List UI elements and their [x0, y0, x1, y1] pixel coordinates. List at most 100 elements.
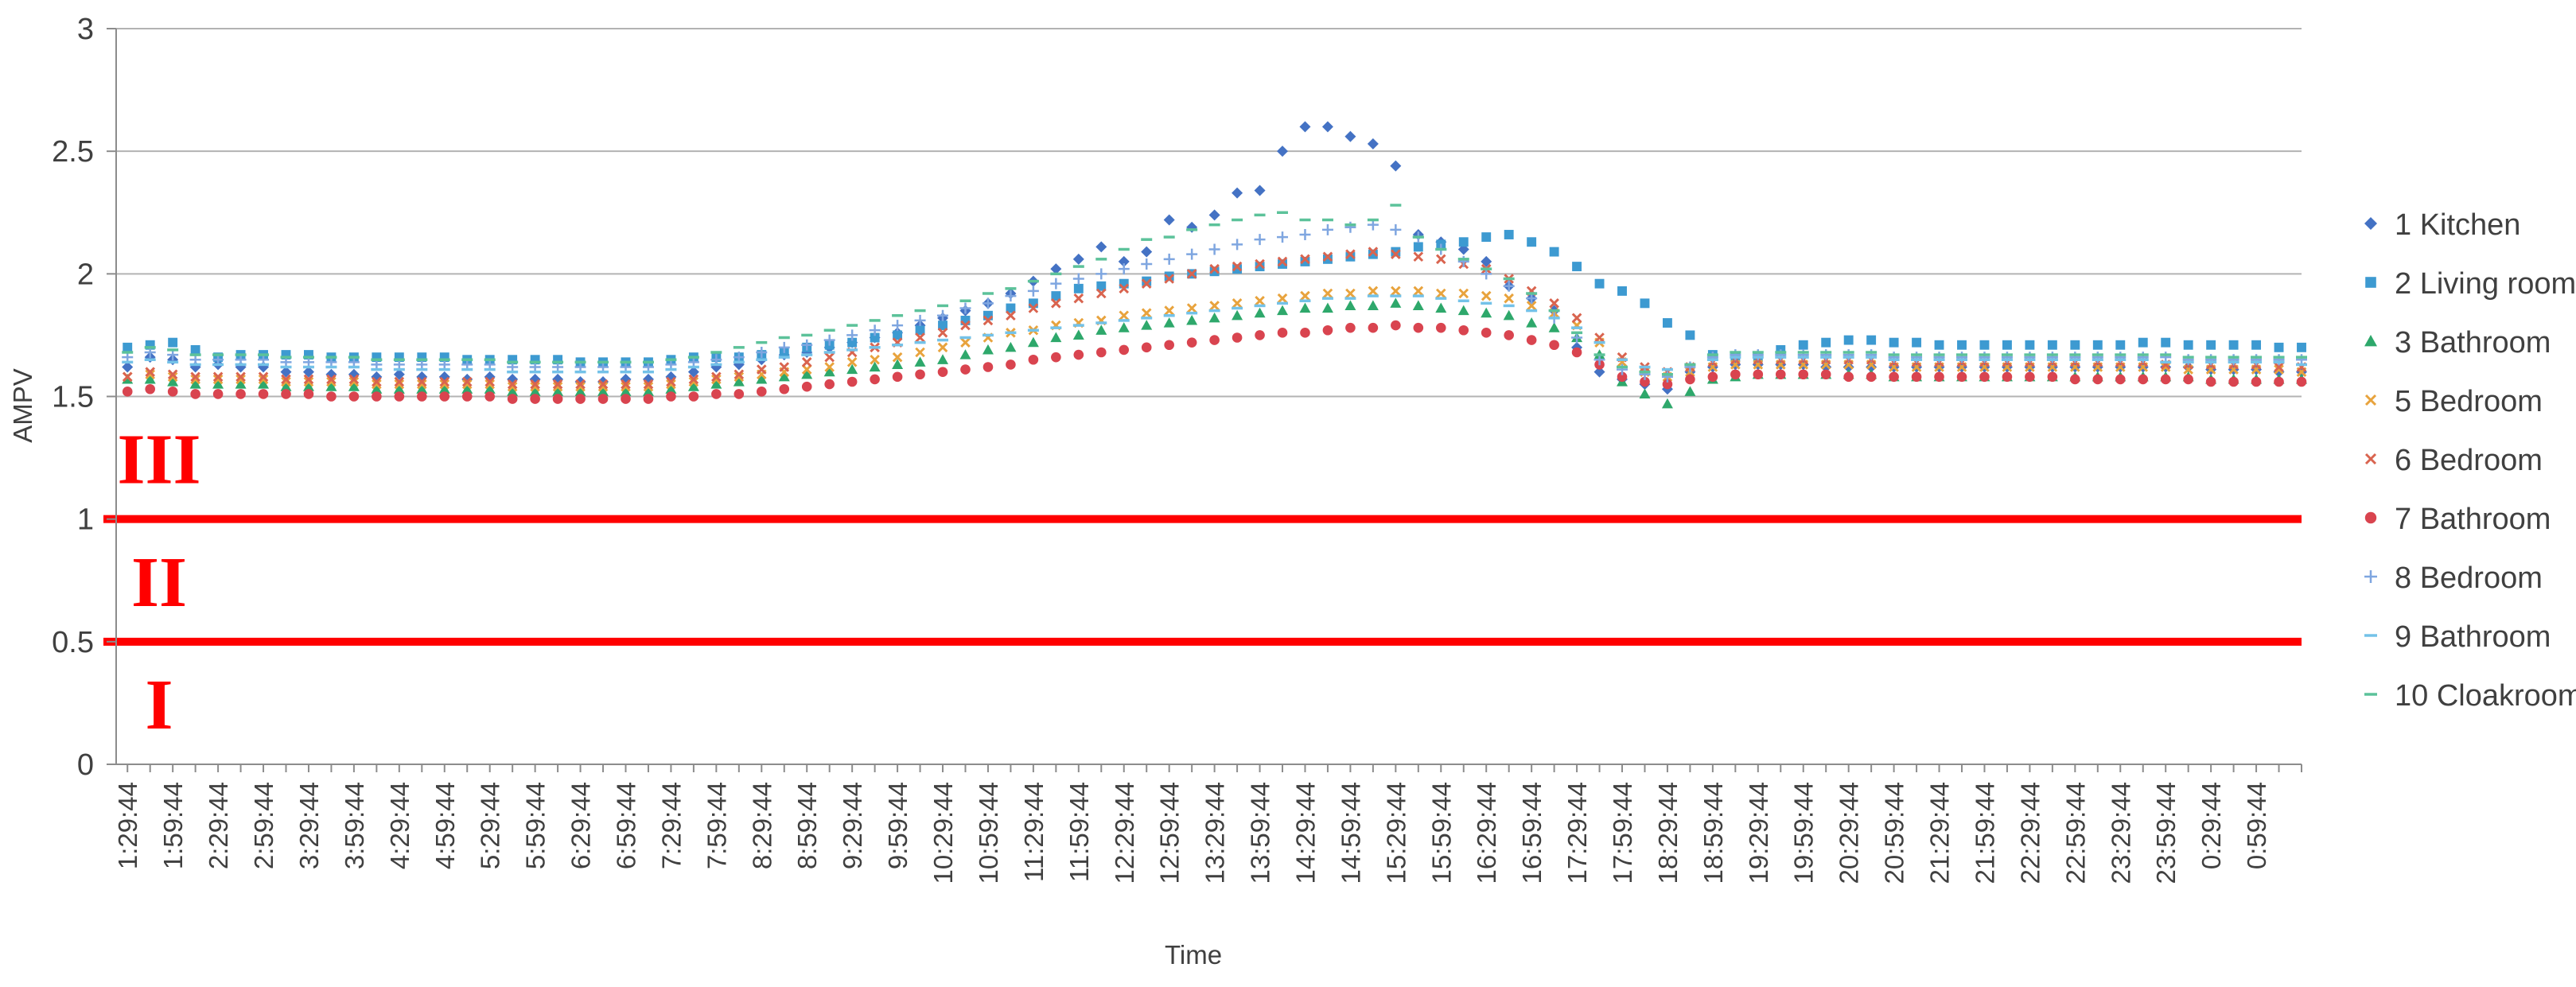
data-point	[710, 379, 722, 389]
legend-entry: 10 Cloakroom	[2364, 679, 2576, 713]
data-point	[1208, 312, 1220, 323]
x-tick-label: 18:59:44	[1699, 782, 1728, 884]
data-point	[688, 374, 699, 385]
data-point	[621, 381, 631, 392]
data-point	[1797, 349, 1809, 361]
data-point	[1504, 230, 1514, 239]
x-tick-label: 4:29:44	[385, 782, 414, 869]
data-point	[574, 386, 586, 396]
x-tick-label: 8:29:44	[747, 782, 776, 869]
legend-entry: 9 Bathroom	[2364, 620, 2551, 654]
data-point	[167, 369, 178, 380]
data-point	[801, 381, 812, 392]
data-point	[2115, 340, 2126, 350]
x-tick-label: 6:59:44	[611, 782, 640, 869]
data-point	[1391, 247, 1401, 257]
data-point	[1300, 254, 1310, 265]
data-point	[529, 386, 541, 396]
data-point	[1594, 332, 1605, 343]
x-tick-label: 9:59:44	[883, 782, 912, 869]
x-tick-label: 11:29:44	[1019, 782, 1049, 882]
data-point	[212, 371, 224, 383]
data-point	[1322, 288, 1333, 299]
y-tick-label: 1.5	[52, 381, 94, 414]
data-point	[1390, 160, 1402, 172]
data-point	[303, 376, 314, 387]
x-tick-label: 9:29:44	[838, 782, 867, 869]
x-tick-label: 2:59:44	[249, 782, 278, 869]
x-tick-label: 20:59:44	[1880, 782, 1909, 884]
legend-label: 3 Bathroom	[2395, 326, 2551, 359]
data-point	[1051, 291, 1061, 301]
data-point	[1457, 255, 1469, 267]
data-point	[1662, 379, 1673, 390]
data-point	[1005, 341, 1017, 352]
data-point	[937, 354, 949, 364]
data-point	[417, 352, 427, 363]
data-point	[552, 386, 564, 396]
data-point	[2092, 352, 2103, 363]
data-point	[1277, 231, 1289, 243]
data-point	[2115, 352, 2127, 363]
data-point	[1095, 288, 1107, 299]
x-tick-label: 2:29:44	[204, 782, 233, 869]
data-point	[1889, 371, 1899, 383]
data-point	[1368, 247, 1379, 257]
data-point	[597, 379, 609, 390]
data-point	[1413, 251, 1424, 262]
data-point	[1006, 310, 1016, 321]
data-point	[1232, 298, 1243, 309]
data-point	[1571, 313, 1582, 324]
data-point	[801, 364, 812, 375]
data-point	[1232, 261, 1243, 272]
data-point	[212, 379, 224, 389]
data-point	[846, 357, 858, 367]
data-point	[1435, 288, 1446, 299]
data-point	[801, 339, 813, 351]
data-point	[847, 337, 858, 348]
legend-marker	[2364, 453, 2377, 465]
data-point	[461, 379, 473, 390]
data-point	[1661, 398, 1673, 409]
data-point	[688, 376, 699, 387]
data-point	[665, 383, 677, 394]
data-point	[892, 320, 904, 332]
legend-entry: 3 Bathroom	[2364, 326, 2551, 359]
legend-label: 6 Bedroom	[2395, 444, 2543, 477]
data-point	[2183, 340, 2193, 350]
data-point	[1639, 388, 1651, 399]
data-point	[190, 344, 200, 355]
data-point	[1458, 237, 1469, 247]
data-point	[552, 394, 563, 404]
data-point	[1571, 347, 1582, 358]
data-point	[530, 379, 540, 390]
data-point	[1072, 273, 1084, 285]
data-point	[892, 359, 904, 370]
data-point	[1640, 298, 1650, 309]
x-tick-label: 0:29:44	[2197, 782, 2226, 869]
x-tick-label: 10:59:44	[974, 782, 1003, 884]
data-point	[189, 379, 201, 389]
data-point	[348, 381, 360, 391]
data-point	[2296, 376, 2307, 387]
data-point	[371, 383, 383, 394]
data-point	[372, 352, 382, 363]
data-point	[1118, 255, 1130, 267]
data-point	[145, 367, 156, 377]
data-point	[1095, 347, 1107, 358]
data-point	[959, 349, 971, 359]
data-point	[2046, 352, 2058, 363]
data-point	[1820, 349, 1832, 361]
data-point	[2183, 374, 2193, 385]
data-point	[1457, 305, 1469, 316]
data-point	[801, 357, 812, 367]
legend-entry: 1 Kitchen	[2364, 208, 2520, 242]
x-tick-label: 15:29:44	[1381, 782, 1411, 884]
data-point	[507, 379, 518, 390]
x-tick-label: 5:59:44	[521, 782, 551, 869]
data-point	[416, 376, 427, 387]
data-point	[1278, 259, 1287, 269]
data-point	[914, 356, 926, 367]
data-point	[1163, 317, 1175, 328]
data-point	[1186, 314, 1198, 325]
